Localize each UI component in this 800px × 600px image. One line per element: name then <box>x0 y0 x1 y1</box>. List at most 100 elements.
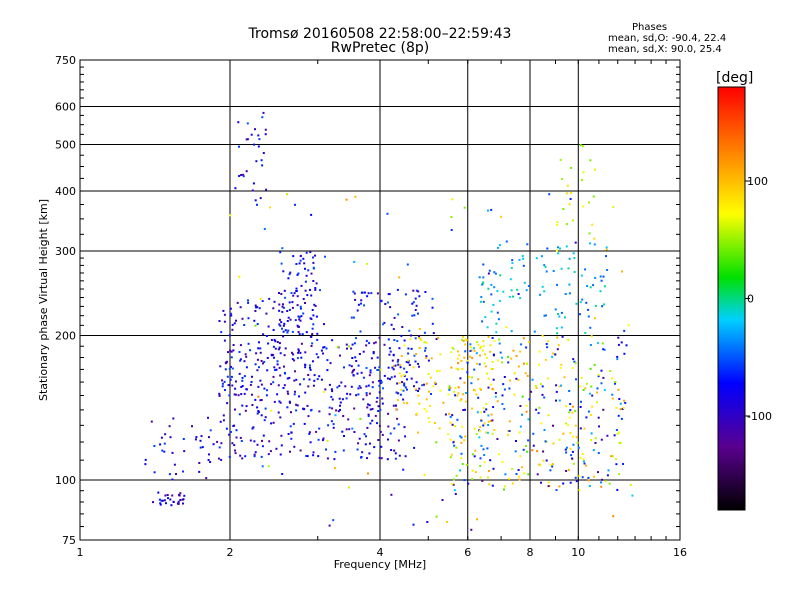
data-point <box>501 403 504 405</box>
data-point <box>259 347 262 350</box>
data-point <box>487 386 490 389</box>
data-point <box>353 260 356 263</box>
data-point <box>482 424 485 427</box>
data-point <box>272 375 275 378</box>
data-point <box>491 484 494 487</box>
data-point <box>298 333 301 336</box>
data-point <box>449 421 452 424</box>
data-point <box>299 383 302 386</box>
x-axis-label: Frequency [MHz] <box>334 558 426 571</box>
data-point <box>518 478 521 481</box>
data-point <box>579 456 582 459</box>
data-point <box>233 444 236 447</box>
data-point <box>306 455 309 458</box>
y-tick-label: 600 <box>55 101 76 114</box>
data-point <box>465 392 468 394</box>
data-point <box>262 333 265 336</box>
data-point <box>448 385 451 388</box>
data-point <box>351 427 354 430</box>
data-point <box>579 385 581 388</box>
data-point <box>572 443 575 446</box>
data-point <box>382 323 385 326</box>
data-point <box>259 399 262 402</box>
data-point <box>309 251 312 254</box>
data-point <box>616 488 619 491</box>
data-point <box>309 288 311 291</box>
data-point <box>178 494 181 497</box>
data-point <box>182 470 184 473</box>
data-point <box>277 348 280 351</box>
data-point <box>403 382 406 385</box>
data-point <box>581 298 584 301</box>
data-point <box>290 431 293 434</box>
data-point <box>342 449 345 452</box>
data-point <box>359 330 362 333</box>
data-point <box>395 404 397 407</box>
data-point <box>350 365 353 368</box>
data-point <box>163 442 166 445</box>
data-point <box>232 425 235 427</box>
data-point <box>562 208 565 210</box>
data-point <box>568 416 571 419</box>
data-point <box>260 399 263 401</box>
data-point <box>411 302 414 305</box>
data-point <box>220 458 223 461</box>
data-point <box>219 420 222 423</box>
data-point <box>294 319 297 322</box>
data-point <box>547 377 550 380</box>
data-point <box>625 344 628 347</box>
data-point <box>308 378 311 381</box>
data-point <box>282 306 285 309</box>
data-point <box>543 264 546 267</box>
data-point <box>296 324 299 327</box>
data-point <box>365 385 368 388</box>
data-point <box>235 429 238 432</box>
data-point <box>531 449 534 452</box>
data-point <box>427 373 430 375</box>
y-tick-label: 400 <box>55 185 76 198</box>
data-point <box>402 374 405 377</box>
data-point <box>572 405 574 408</box>
data-point <box>452 483 455 486</box>
data-point <box>452 478 455 481</box>
data-point <box>415 304 418 307</box>
data-point <box>183 450 186 453</box>
data-point <box>312 314 315 317</box>
data-point <box>264 128 267 131</box>
data-point <box>199 446 202 449</box>
data-point <box>585 464 587 467</box>
data-point <box>369 369 372 372</box>
data-point <box>615 463 618 466</box>
data-point <box>411 314 414 317</box>
data-point <box>272 345 275 348</box>
data-point <box>620 417 623 420</box>
data-point <box>397 423 400 426</box>
data-point <box>229 378 232 381</box>
data-point <box>256 358 259 361</box>
data-point <box>266 357 269 359</box>
data-point <box>459 469 462 472</box>
data-point <box>389 306 392 309</box>
data-point <box>240 174 243 176</box>
data-point <box>610 455 613 458</box>
data-point <box>304 351 307 354</box>
data-point <box>351 357 354 359</box>
data-point <box>449 416 452 418</box>
data-point <box>287 316 290 319</box>
data-point <box>544 440 547 443</box>
data-point <box>408 329 411 332</box>
data-point <box>461 338 464 341</box>
data-point <box>445 521 448 523</box>
data-point <box>526 374 529 377</box>
data-point <box>245 405 248 408</box>
data-point <box>367 413 370 416</box>
data-point <box>234 387 237 390</box>
data-point <box>507 429 510 432</box>
data-point <box>590 439 592 441</box>
data-point <box>219 365 222 368</box>
data-point <box>478 387 481 390</box>
data-point <box>387 412 390 415</box>
data-point <box>256 323 259 325</box>
data-point <box>611 455 614 458</box>
data-point <box>575 302 578 305</box>
